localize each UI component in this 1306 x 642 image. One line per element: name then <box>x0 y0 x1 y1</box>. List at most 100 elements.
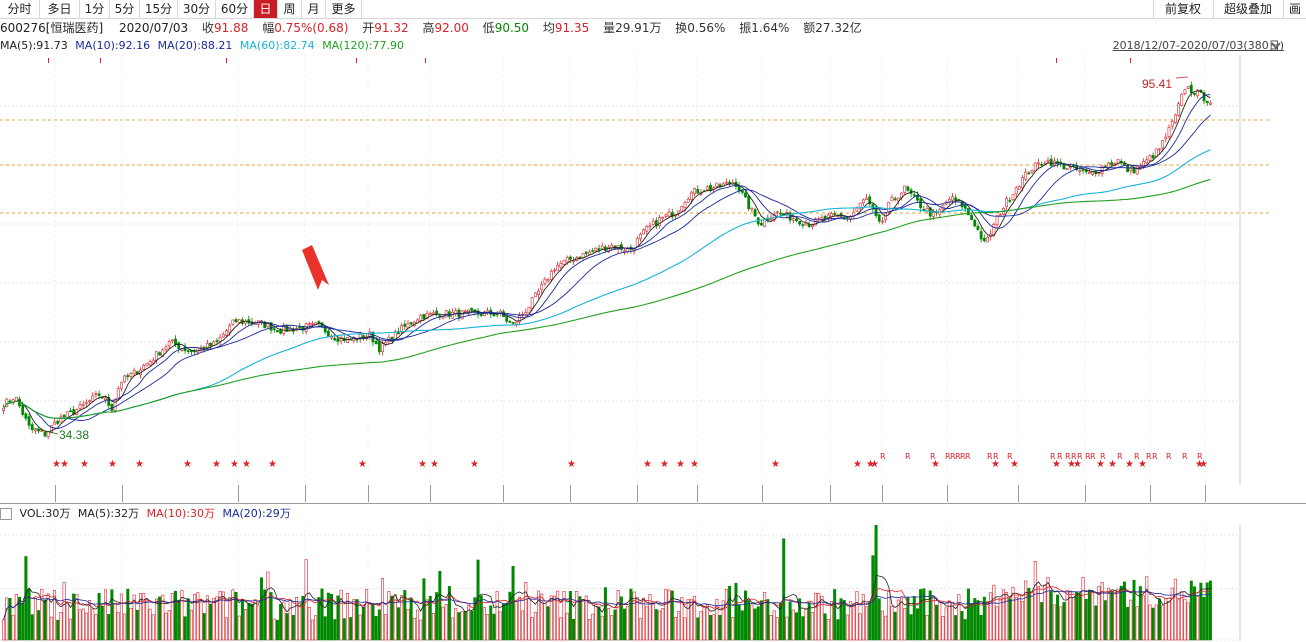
volume-bar-125 <box>400 595 404 641</box>
volume-bar-270 <box>861 594 865 641</box>
period-button-2[interactable]: 1分 <box>80 0 110 18</box>
candle-body-329 <box>1049 158 1053 167</box>
volume-bar-35 <box>113 604 117 641</box>
period-button-1[interactable]: 多日 <box>40 0 80 18</box>
period-button-8[interactable]: 周 <box>278 0 302 18</box>
candle-body-239 <box>763 219 767 228</box>
candle-body-288 <box>919 198 923 209</box>
volume-bar-147 <box>470 610 474 641</box>
period-button-5[interactable]: 30分 <box>178 0 216 18</box>
super-overlay-button[interactable]: 超级叠加 <box>1213 0 1282 18</box>
candle-body-364 <box>1161 140 1165 149</box>
volume-bar-236 <box>753 608 757 641</box>
volume-bar-240 <box>766 599 770 641</box>
volume-bar-186 <box>594 603 598 641</box>
vol-ma5-label: MA(5):32万 <box>77 507 140 520</box>
collapse-icon[interactable] <box>0 508 12 520</box>
candle-body-177 <box>565 257 569 263</box>
close-value: 91.88 <box>214 21 249 35</box>
date-range-label[interactable]: 2018/12/07-2020/07/03(380日) <box>1112 39 1284 52</box>
candle-body-283 <box>903 185 907 193</box>
volume-bar-97 <box>310 619 314 641</box>
volume-bar-257 <box>820 595 824 641</box>
volume-bar-341 <box>1087 589 1091 641</box>
volume-bar-121 <box>387 591 391 641</box>
volume-bar-55 <box>177 599 181 641</box>
star-icon-r-6: ★ <box>1108 459 1117 470</box>
volume-bar-329 <box>1049 590 1053 641</box>
period-button-7[interactable]: 日 <box>254 0 278 18</box>
volume-bar-370 <box>1180 591 1184 641</box>
volume-bar-293 <box>935 604 939 641</box>
candle-body-58 <box>186 350 190 352</box>
r-mark-17: R <box>1090 452 1096 461</box>
star-icon-2: ★ <box>80 459 89 470</box>
candle-body-183 <box>584 251 588 254</box>
r-mark-9: R <box>993 452 999 461</box>
candle-body-204 <box>651 220 655 225</box>
volume-bar-201 <box>642 597 646 641</box>
star-icon-18: ★ <box>690 459 699 470</box>
period-button-6[interactable]: 60分 <box>216 0 254 18</box>
volume-bar-123 <box>393 594 397 641</box>
volume-bar-165 <box>527 598 531 641</box>
candle-body-375 <box>1196 89 1200 97</box>
volume-bar-297 <box>947 600 951 641</box>
star-icon-6: ★ <box>212 459 221 470</box>
volume-bar-54 <box>174 590 178 641</box>
candle-body-298 <box>951 196 954 201</box>
candle-body-324 <box>1033 162 1037 172</box>
star-icon-7: ★ <box>230 459 239 470</box>
volume-bar-176 <box>562 591 566 641</box>
x-separator-17 <box>1150 485 1151 502</box>
period-button-4[interactable]: 15分 <box>140 0 178 18</box>
volume-bar-252 <box>804 608 808 641</box>
volume-bar-320 <box>1021 601 1025 641</box>
volume-bar-215 <box>686 599 690 641</box>
volume-bar-75 <box>240 599 244 641</box>
volume-bar-128 <box>409 597 413 641</box>
chevron-down-icon[interactable] <box>1270 41 1282 51</box>
candle-body-365 <box>1164 136 1168 140</box>
candle-body-6 <box>21 404 25 415</box>
volume-bar-50 <box>161 594 165 641</box>
volume-bar-42 <box>135 609 139 641</box>
candle-body-317 <box>1011 194 1015 200</box>
period-button-10[interactable]: 更多 <box>326 0 362 18</box>
period-button-3[interactable]: 5分 <box>110 0 140 18</box>
volume-bar-331 <box>1056 594 1060 641</box>
volume-bar-145 <box>463 611 467 641</box>
volume-bar-219 <box>699 611 703 641</box>
candle-body-133 <box>425 312 429 319</box>
top-tick-0 <box>48 58 49 63</box>
volume-bar-163 <box>521 610 525 641</box>
volume-bar-45 <box>145 599 149 641</box>
candle-body-363 <box>1158 148 1161 151</box>
volume-bar-92 <box>295 597 299 641</box>
candle-body-55 <box>177 342 181 349</box>
candle-body-73 <box>234 319 238 322</box>
candle-body-159 <box>508 321 512 323</box>
candle-body-232 <box>740 189 744 193</box>
candle-body-0 <box>2 408 5 411</box>
volume-bar-279 <box>890 606 894 641</box>
volume-bar-330 <box>1052 604 1056 641</box>
volume-bar-72 <box>231 589 235 641</box>
draw-button[interactable]: 画 <box>1283 0 1306 18</box>
period-button-0[interactable]: 分时 <box>0 0 40 18</box>
period-button-9[interactable]: 月 <box>302 0 326 18</box>
candle-body-206 <box>658 217 661 226</box>
r-mark-4: R <box>950 452 956 461</box>
candle-body-54 <box>174 338 177 345</box>
star-icon-0: ★ <box>52 459 61 470</box>
volume-bar-94 <box>301 595 305 641</box>
r-mark-11: R <box>1050 452 1056 461</box>
volume-bar-272 <box>868 601 872 641</box>
volume-bar-152 <box>486 614 490 641</box>
volume-bar-113 <box>361 607 365 641</box>
candle-body-203 <box>648 225 652 228</box>
volume-bar-229 <box>731 617 735 641</box>
forward-adjust-button[interactable]: 前复权 <box>1153 0 1212 18</box>
star-icon-21: ★ <box>866 459 875 470</box>
volume-bar-67 <box>215 596 219 641</box>
